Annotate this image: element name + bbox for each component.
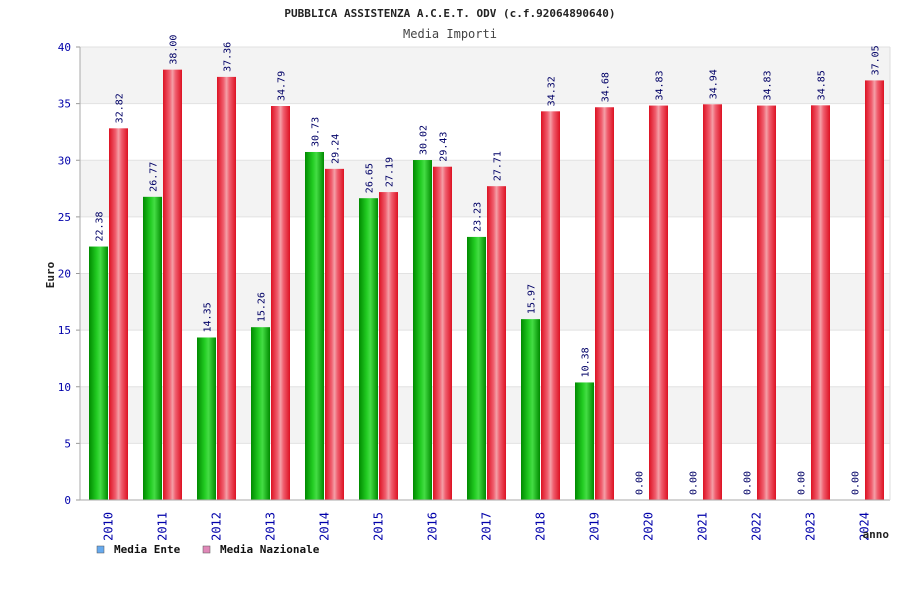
bar-media-ente [251,327,270,500]
y-tick-label: 0 [64,494,71,507]
data-label: 29.43 [439,132,450,162]
data-label: 34.79 [277,71,288,101]
bar-media-ente [89,246,108,500]
data-label: 26.65 [365,163,376,193]
legend-label: Media Nazionale [220,543,320,556]
legend: Media Ente Media Nazionale [96,543,320,556]
data-label: 34.68 [601,72,612,102]
y-tick-labels: 0 5 10 15 20 25 30 35 40 [58,41,71,507]
data-label: 34.32 [547,76,558,106]
legend-swatch [202,545,211,554]
bar-media-nazionale [811,105,830,500]
bar-media-nazionale [379,192,398,501]
data-label: 27.71 [493,151,504,181]
grid-band [80,160,890,217]
data-label: 15.97 [527,284,538,314]
y-tick-label: 40 [58,41,71,54]
y-tick-label: 10 [58,381,71,394]
data-label: 0.00 [689,471,700,495]
bar-media-nazionale [433,166,452,500]
bar-media-nazionale [271,106,290,501]
y-tick-label: 5 [64,437,71,450]
axes [79,47,891,501]
bar-media-nazionale [109,128,128,500]
bar-media-nazionale [595,107,614,501]
x-tick-labels: 2010 2011 2012 2013 2014 2015 2016 2017 2018 2019… [102,512,872,541]
data-label: 34.94 [709,69,720,99]
bar-media-nazionale [217,76,236,500]
bar-media-nazionale [649,105,668,501]
data-label: 27.19 [385,157,396,187]
data-label: 30.73 [311,117,322,147]
data-label: 37.36 [223,42,234,72]
bar-media-nazionale [757,105,776,501]
bar-media-ente [575,382,594,500]
data-label: 38.00 [169,35,180,65]
y-tick-label: 15 [58,324,71,337]
bar-media-ente [413,160,432,500]
chart-subtitle: Media Importi [403,27,497,41]
x-tick-label: 2012 [210,512,224,541]
data-label: 34.83 [763,70,774,100]
bar-media-ente [521,319,540,500]
x-tick-label: 2024 [858,512,872,541]
x-tick-label: 2014 [318,512,332,541]
bars [89,69,884,501]
grid-band [80,47,890,104]
bar-media-ente [143,196,162,500]
x-tick-label: 2021 [696,512,710,541]
bar-media-ente [305,151,324,500]
x-tick-label: 2023 [804,512,818,541]
data-label: 14.35 [203,302,214,332]
legend-swatch [96,545,105,554]
x-axis-label: anno [863,528,890,541]
data-labels: 22.38 32.82 26.77 38.00 14.35 37.36 15.26 34.79… [95,35,882,495]
data-label: 26.77 [149,162,160,192]
data-label: 37.05 [871,45,882,75]
bar-media-nazionale [541,111,560,501]
data-label: 0.00 [851,471,862,495]
x-tick-label: 2015 [372,512,386,541]
data-label: 34.83 [655,70,666,100]
legend-label: Media Ente [114,543,181,556]
bar-media-nazionale [163,69,182,501]
x-tick-label: 2010 [102,512,116,541]
y-axis-label: Euro [44,261,57,288]
data-label: 0.00 [797,471,808,495]
x-tick-label: 2018 [534,512,548,541]
y-tick-label: 30 [58,154,71,167]
bar-media-ente [359,198,378,500]
x-tick-label: 2016 [426,512,440,541]
data-label: 32.82 [115,93,126,123]
bar-media-nazionale [487,186,506,500]
data-label: 23.23 [473,202,484,232]
x-tick-label: 2017 [480,512,494,541]
data-label: 10.38 [581,347,592,377]
bar-media-ente [467,236,486,500]
y-tick-label: 20 [58,268,71,281]
x-tick-label: 2020 [642,512,656,541]
data-label: 0.00 [743,471,754,495]
data-label: 0.00 [635,471,646,495]
data-label: 34.85 [817,70,828,100]
y-tick-label: 25 [58,211,71,224]
y-tick-label: 35 [58,98,71,111]
x-tick-label: 2019 [588,512,602,541]
bar-media-nazionale [703,104,722,500]
x-tick-label: 2022 [750,512,764,541]
x-tick-label: 2013 [264,512,278,541]
bar-media-nazionale [325,168,344,500]
bar-media-ente [197,337,216,500]
data-label: 29.24 [331,134,342,164]
data-label: 22.38 [95,211,106,241]
x-tick-label: 2011 [156,512,170,541]
data-label: 15.26 [257,292,268,322]
bar-media-nazionale [865,80,884,500]
chart-title: PUBBLICA ASSISTENZA A.C.E.T. ODV (c.f.92… [284,7,615,20]
data-label: 30.02 [419,125,430,155]
